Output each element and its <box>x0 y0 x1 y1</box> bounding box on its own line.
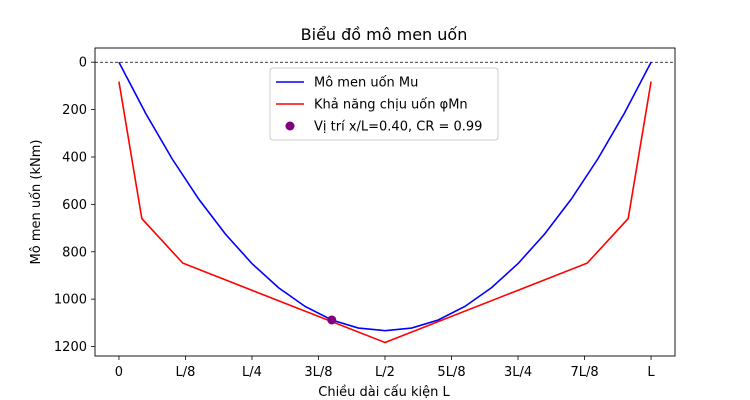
x-tick-label: 3L/8 <box>304 365 332 380</box>
legend-box <box>269 67 499 141</box>
x-tick-label: 3L/4 <box>504 365 532 380</box>
x-tick-label: 5L/8 <box>437 365 465 380</box>
legend-entry-1: Khả năng chịu uốn φMn <box>314 98 468 113</box>
x-axis-ticks: 0 L/8 L/4 3L/8 L/2 5L/8 3L/4 7L/8 L <box>115 356 655 380</box>
legend-entry-0: Mô men uốn Mu <box>314 76 418 91</box>
series-line-1 <box>118 81 652 344</box>
critical-point-marker <box>327 315 337 325</box>
x-tick-label: L/8 <box>176 365 196 380</box>
y-tick-label: 600 <box>62 198 87 213</box>
x-tick-label: L/2 <box>375 365 395 380</box>
y-tick-label: 0 <box>79 56 87 71</box>
y-axis-ticks: 0 200 400 600 800 1000 1200 <box>54 56 95 355</box>
x-tick-label: 7L/8 <box>570 365 598 380</box>
legend: Mô men uốn Mu Khả năng chịu uốn φMn Vị trí… <box>269 67 499 141</box>
series-line-0 <box>118 61 652 332</box>
y-tick-label: 1200 <box>54 340 87 355</box>
y-tick-label: 400 <box>62 150 87 165</box>
y-tick-label: 1000 <box>54 293 87 308</box>
x-tick-label: 0 <box>115 365 123 380</box>
legend-marker-swatch <box>285 121 295 131</box>
chart-title: Biểu đồ mô men uốn <box>301 25 468 44</box>
x-tick-label: L/4 <box>242 365 262 380</box>
x-tick-label: L <box>647 365 655 380</box>
y-tick-label: 800 <box>62 245 87 260</box>
y-tick-label: 200 <box>62 103 87 118</box>
y-axis-label: Mô men uốn (kNm) <box>29 140 44 265</box>
legend-entry-marker: Vị trí x/L=0.40, CR = 0.99 <box>314 120 482 135</box>
x-axis-label: Chiều dài cấu kiện L <box>318 385 450 400</box>
